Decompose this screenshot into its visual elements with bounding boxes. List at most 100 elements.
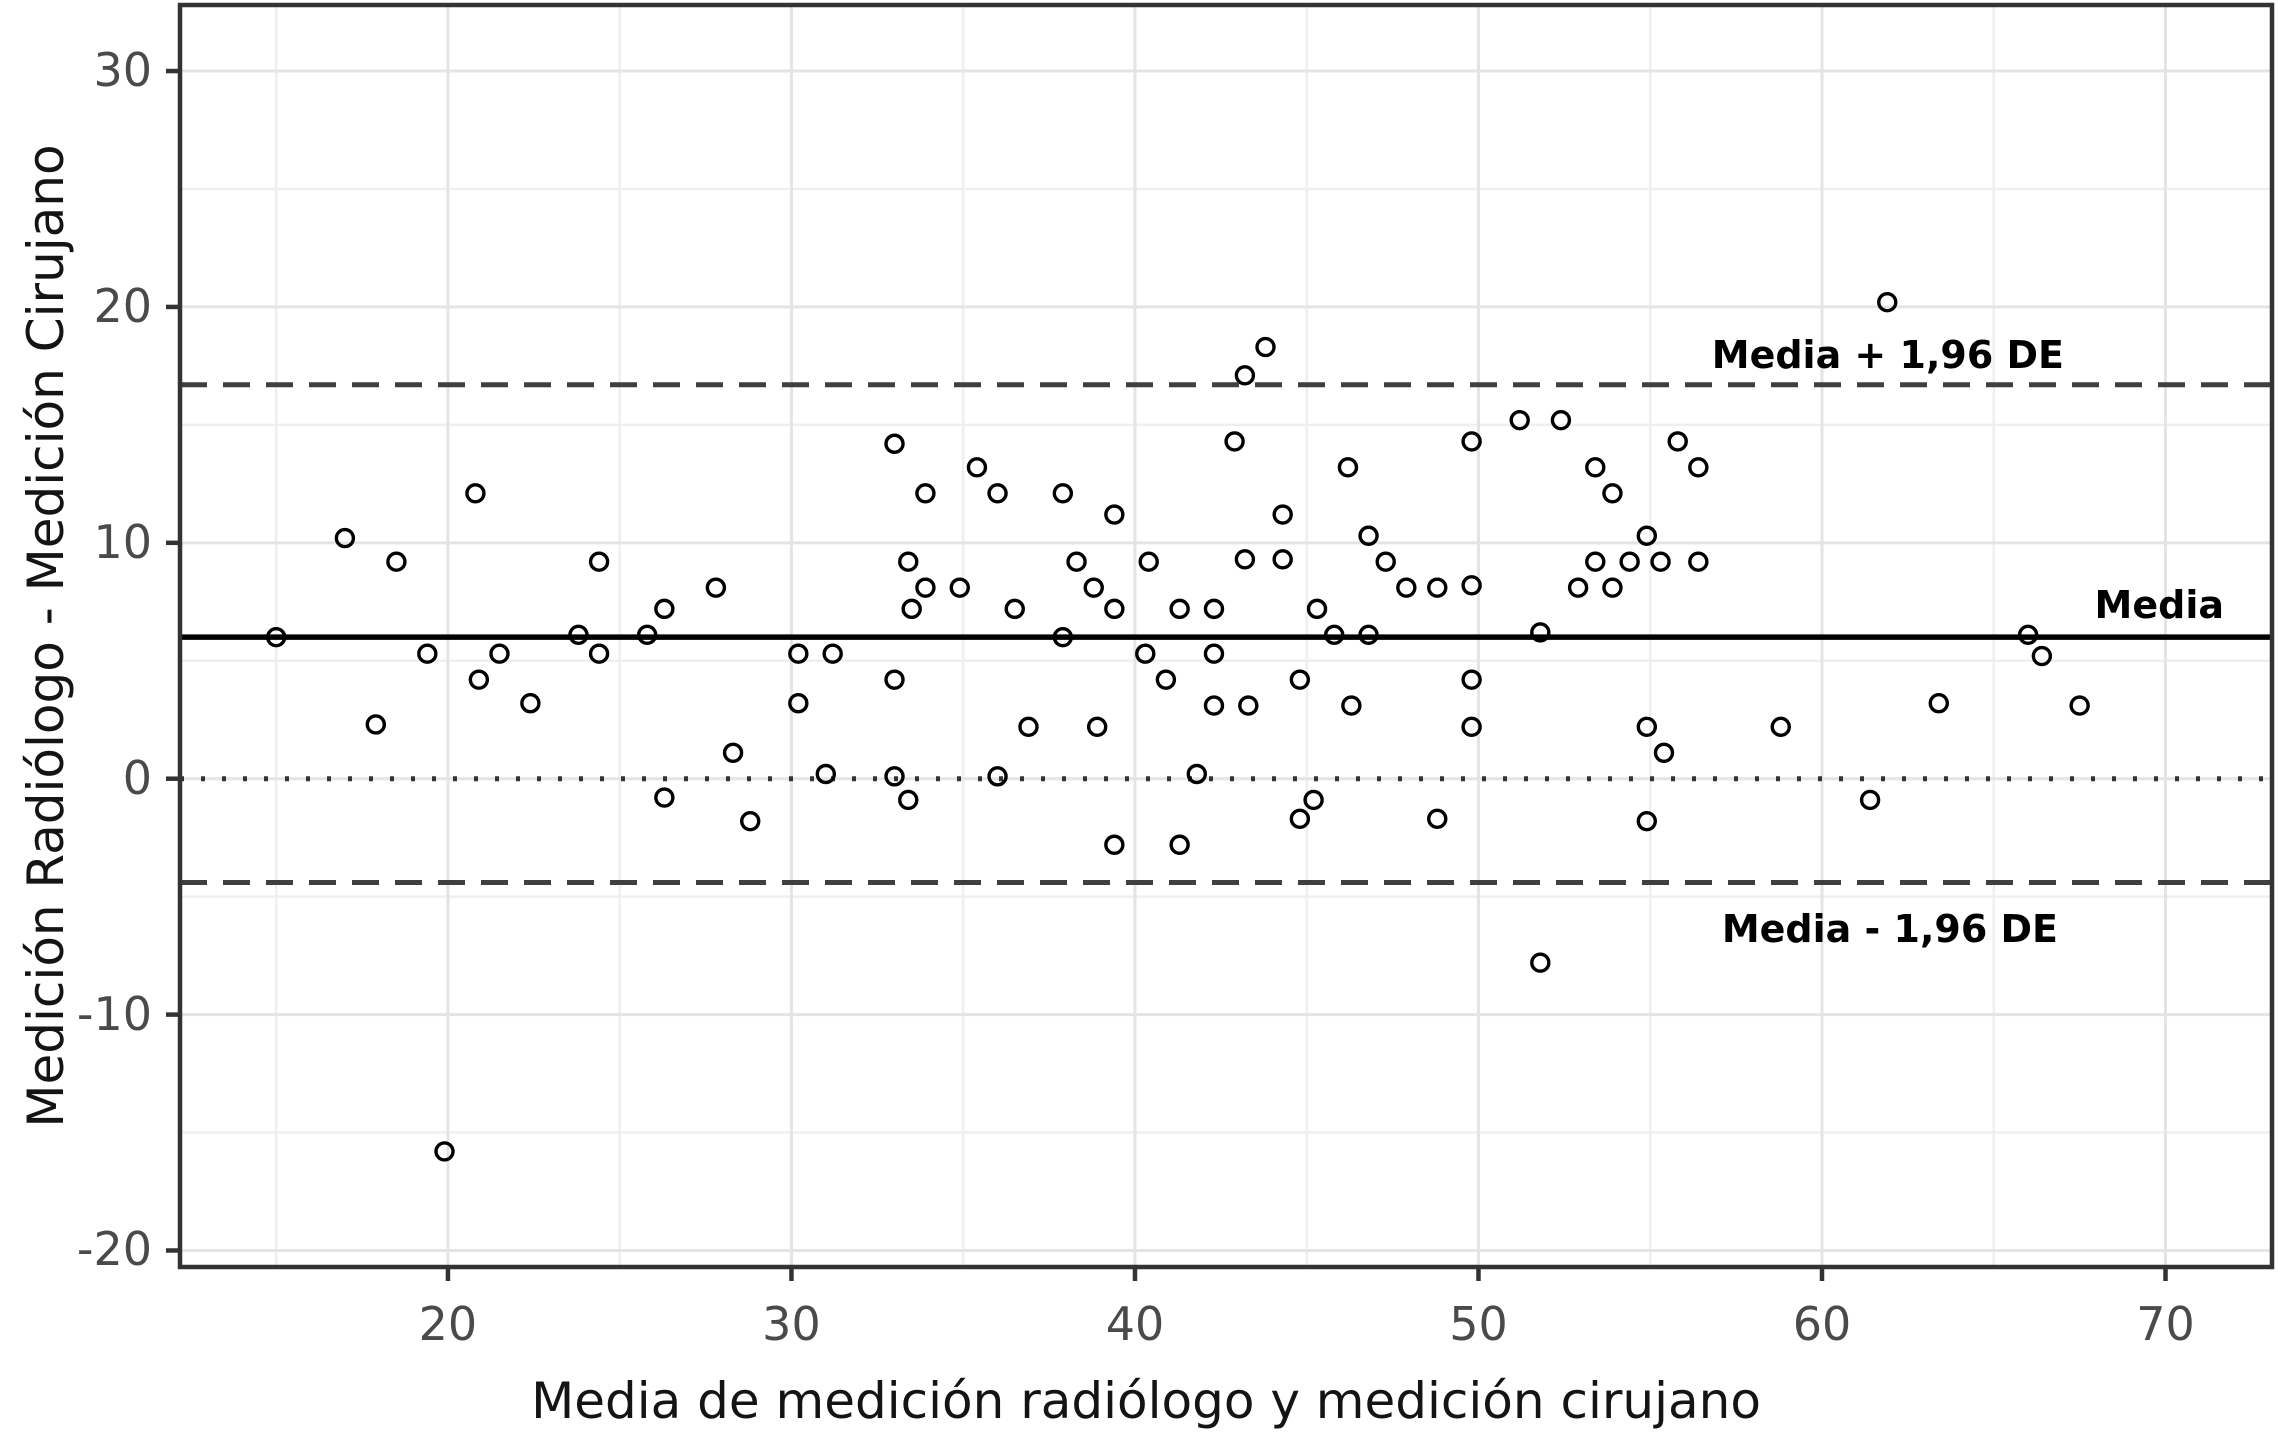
mean-line-label: Media [2094,583,2224,628]
y-tick-label: 10 [93,514,152,569]
data-point [588,643,610,664]
data-point [1667,431,1688,452]
data-point [1203,643,1225,664]
data-point [901,598,922,620]
data-point [1306,598,1328,620]
data-point [915,483,936,504]
x-tick-label: 30 [762,1297,821,1351]
data-point [434,1141,455,1162]
data-point [740,810,761,832]
data-point [654,787,675,808]
data-point [1585,551,1606,572]
data-point [1052,483,1074,504]
data-point [417,643,438,664]
data-point [1066,551,1087,572]
data-point [1203,695,1225,716]
data-point [705,577,727,598]
data-point [987,766,1008,787]
data-point [1619,551,1640,572]
data-point [1530,952,1551,973]
data-point [365,714,387,735]
data-point [1375,551,1396,572]
x-tick-label: 50 [1449,1297,1508,1351]
data-point [1238,695,1259,716]
data-point [1602,483,1623,504]
data-point [1083,577,1104,598]
data-point [1358,525,1379,546]
data-point [588,551,610,572]
data-point [1877,292,1898,313]
data-point [1289,669,1311,690]
data-point [1104,598,1125,620]
data-point [1224,431,1245,452]
data-point [722,742,744,763]
data-point [2069,695,2090,716]
data-point [898,551,919,572]
data-point [1018,716,1039,738]
data-point [1337,457,1359,478]
data-point [1567,577,1589,598]
data-point [1585,457,1606,478]
x-tick-label: 20 [418,1297,478,1351]
data-point [1653,742,1675,763]
data-point [1427,808,1448,830]
data-point [1636,810,1658,832]
x-tick-label: 60 [1792,1297,1852,1351]
data-point [987,483,1008,504]
data-point [1104,504,1125,525]
data-point [1550,409,1572,431]
data-point [1602,577,1623,598]
y-tick-label: -10 [76,986,152,1041]
data-point [1636,716,1658,738]
data-point [489,643,510,664]
data-point [915,577,936,598]
data-point [1004,598,1025,620]
data-point [1086,716,1108,738]
data-point [520,693,541,714]
data-point [386,551,407,572]
data-point [1396,577,1417,598]
data-point [1138,551,1159,572]
data-point [1289,808,1311,830]
data-point [1303,789,1324,811]
data-point [465,483,486,504]
y-axis-title: Medición Radiólogo - Medición Cirujano [17,144,75,1128]
data-point [1770,716,1791,738]
data-point [1272,549,1293,570]
data-point [1234,549,1256,570]
y-tick-label: 30 [93,43,152,98]
data-point [898,789,919,811]
data-point [1169,598,1190,620]
y-tick-label: 20 [93,278,152,333]
data-point [2031,645,2053,667]
upper-loa-line-label: Media + 1,96 DE [1711,332,2064,377]
x-tick-label: 40 [1105,1297,1165,1351]
data-point [1186,763,1208,785]
data-point [1155,669,1177,690]
data-point [1169,834,1190,855]
data-point [1928,693,1949,714]
panel-border [177,2,2275,1270]
data-point [1461,669,1482,690]
data-point [1859,789,1881,811]
data-point [1255,336,1276,358]
data-point [334,527,356,549]
y-tick-label: -20 [76,1222,152,1277]
data-point [822,643,843,664]
data-point [884,433,905,454]
data-point [1688,551,1709,572]
data-point [966,457,988,478]
data-point [654,598,675,620]
data-point [468,669,490,690]
data-point [1650,551,1671,572]
data-point [1341,695,1362,716]
data-point [1104,834,1125,855]
y-tick-label: 0 [122,750,152,805]
data-point [1688,457,1709,478]
data-point [1461,575,1482,596]
data-point [815,763,837,785]
data-point [1509,409,1530,431]
lower-loa-line-label: Media - 1,96 DE [1721,906,2058,951]
